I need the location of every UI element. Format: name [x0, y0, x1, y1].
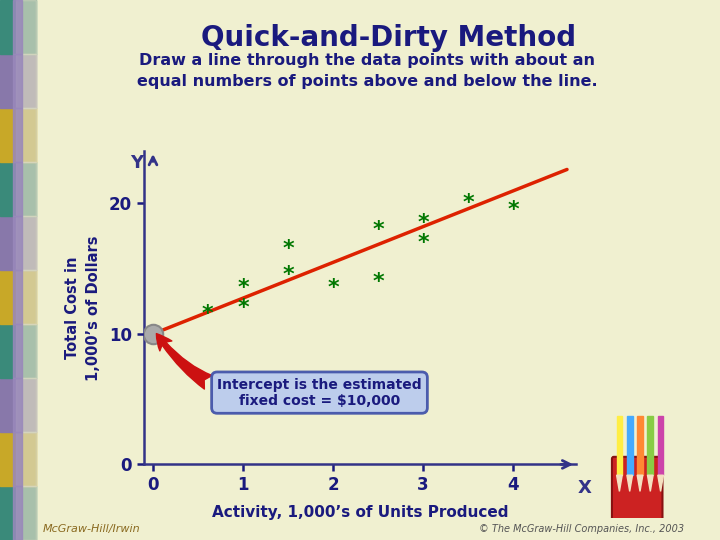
Text: McGraw-Hill/Irwin: McGraw-Hill/Irwin: [43, 523, 141, 534]
Text: *: *: [462, 193, 474, 213]
Bar: [13, 216, 22, 270]
Bar: [0, 378, 36, 432]
Polygon shape: [637, 475, 643, 491]
Bar: [627, 416, 633, 475]
Text: *: *: [327, 278, 339, 298]
Bar: [616, 416, 622, 475]
Bar: [0, 216, 36, 270]
Bar: [647, 416, 653, 475]
Bar: [16, 486, 36, 540]
Bar: [13, 324, 22, 378]
Polygon shape: [627, 475, 633, 491]
Bar: [16, 432, 36, 486]
Text: Intercept is the estimated
fixed cost = $10,000: Intercept is the estimated fixed cost = …: [156, 334, 422, 408]
Bar: [637, 416, 643, 475]
FancyBboxPatch shape: [612, 457, 662, 521]
Bar: [16, 162, 36, 216]
X-axis label: Activity, 1,000’s of Units Produced: Activity, 1,000’s of Units Produced: [212, 505, 508, 521]
Bar: [13, 0, 22, 54]
Text: *: *: [372, 272, 384, 292]
Bar: [13, 432, 22, 486]
Bar: [16, 378, 36, 432]
Bar: [0, 270, 36, 324]
Polygon shape: [616, 475, 622, 491]
Text: *: *: [417, 213, 429, 233]
Bar: [16, 270, 36, 324]
Bar: [0, 162, 36, 216]
Bar: [658, 416, 663, 475]
Polygon shape: [658, 475, 663, 491]
Bar: [13, 162, 22, 216]
Bar: [13, 54, 22, 108]
Bar: [16, 54, 36, 108]
Text: *: *: [417, 233, 429, 253]
Y-axis label: Total Cost in
1,000’s of Dollars: Total Cost in 1,000’s of Dollars: [65, 235, 101, 381]
Bar: [0, 486, 36, 540]
Text: Quick-and-Dirty Method: Quick-and-Dirty Method: [201, 24, 577, 52]
Text: *: *: [237, 298, 249, 318]
Text: *: *: [507, 200, 519, 220]
Bar: [16, 216, 36, 270]
Bar: [13, 270, 22, 324]
Bar: [0, 0, 36, 54]
Text: X: X: [577, 479, 592, 497]
Bar: [0, 54, 36, 108]
Bar: [0, 432, 36, 486]
Text: *: *: [282, 239, 294, 259]
Bar: [16, 108, 36, 162]
Text: *: *: [282, 265, 294, 285]
Text: *: *: [237, 278, 249, 298]
Bar: [0, 324, 36, 378]
Bar: [0, 108, 36, 162]
Text: © The McGraw-Hill Companies, Inc., 2003: © The McGraw-Hill Companies, Inc., 2003: [479, 523, 684, 534]
Text: *: *: [201, 305, 213, 325]
Bar: [16, 324, 36, 378]
Text: Y: Y: [130, 154, 143, 172]
Bar: [13, 108, 22, 162]
Polygon shape: [647, 475, 653, 491]
Bar: [13, 378, 22, 432]
Bar: [16, 0, 36, 54]
Text: *: *: [372, 219, 384, 240]
Text: Draw a line through the data points with about an
equal numbers of points above : Draw a line through the data points with…: [137, 53, 598, 89]
Bar: [13, 486, 22, 540]
